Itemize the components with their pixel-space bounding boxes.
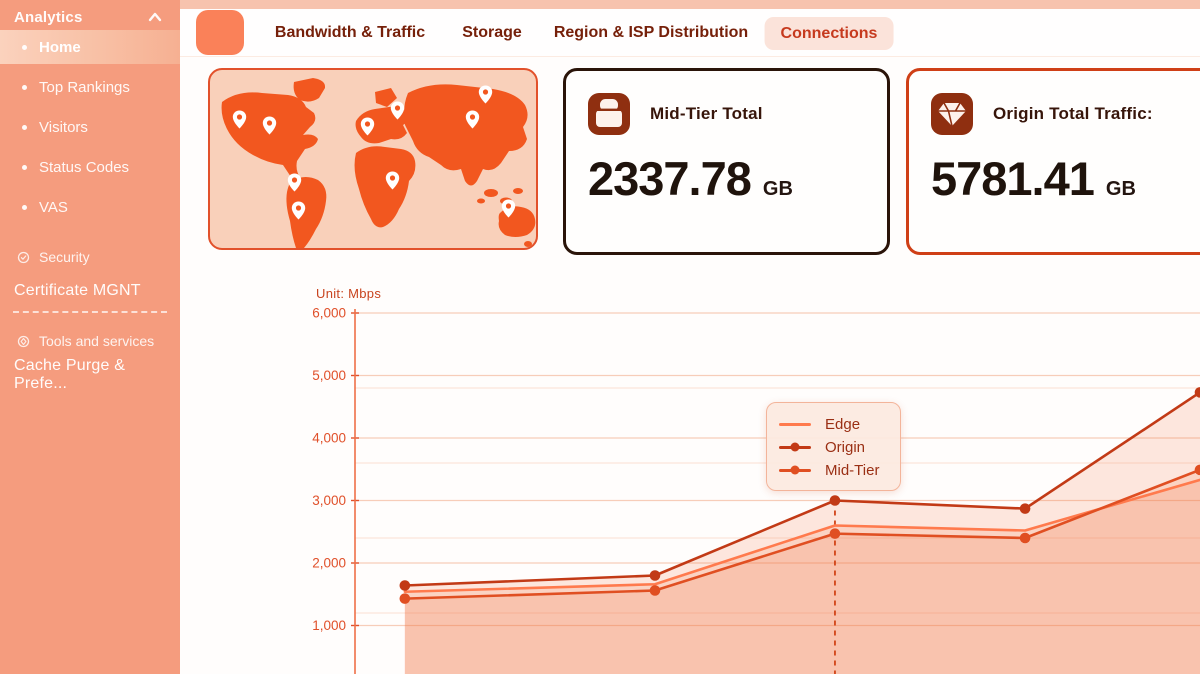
- origin-gem-icon: [931, 93, 973, 135]
- mid-tier-total-card: Mid-Tier Total 2337.78 GB: [563, 68, 890, 255]
- legend-line-sample: [779, 465, 811, 475]
- location-pin-icon: [232, 110, 247, 129]
- y-tick-label: 2,000: [312, 556, 346, 571]
- top-tab-bar: Bandwidth & Traffic Storage Region & ISP D…: [180, 9, 1200, 57]
- bullet-icon: [22, 44, 27, 50]
- mid-tier-value: 2337.78: [588, 152, 752, 205]
- tab-bandwidth-traffic[interactable]: Bandwidth & Traffic: [274, 24, 426, 41]
- series-line-edge: [403, 478, 1200, 594]
- sidebar-item-label: Status Codes: [39, 158, 130, 176]
- main-area: Bandwidth & Traffic Storage Region & ISP D…: [180, 0, 1200, 674]
- security-label: Security: [39, 249, 90, 265]
- y-tick-label: 3,000: [312, 493, 346, 508]
- mid-tier-unit: GB: [762, 178, 793, 200]
- sidebar-section-analytics[interactable]: Analytics: [0, 0, 180, 28]
- origin-card-label: Origin Total Traffic:: [993, 104, 1153, 123]
- sidebar-item-vas[interactable]: VAS: [0, 187, 180, 227]
- legend-line-sample: [779, 422, 811, 426]
- chart-unit-label: Unit: Mbps: [316, 286, 382, 301]
- legend-dot: [790, 465, 800, 475]
- origin-value: 5781.41: [931, 152, 1095, 205]
- location-pin-icon: [360, 117, 375, 136]
- chart-legend-tooltip: Edge Origin Mid-Tier: [766, 402, 901, 491]
- tools-icon: [17, 335, 30, 347]
- bullet-icon: [22, 84, 27, 90]
- traffic-line-chart: 1,000 2,000 3,000 4,000 5,000 6,000: [312, 306, 1200, 674]
- cache-purge-label: Cache Purge & Prefe...: [14, 357, 126, 392]
- sidebar-item-visitors[interactable]: Visitors: [0, 107, 180, 147]
- legend-row-edge: Edge: [779, 413, 888, 435]
- y-tick-label: 6,000: [312, 306, 346, 321]
- sidebar: Analytics Home Top Rankings Visitors Status…: [0, 0, 180, 674]
- certificate-mgnt-label: Certificate MGNT: [14, 282, 141, 299]
- tools-services-label: Tools and services: [39, 333, 155, 349]
- location-pin-icon: [478, 85, 493, 104]
- sidebar-item-home[interactable]: Home: [0, 30, 180, 64]
- tab-storage[interactable]: Storage: [462, 24, 522, 41]
- sidebar-item-label: Visitors: [39, 118, 88, 136]
- sidebar-item-tools-services[interactable]: Tools and services: [0, 333, 180, 349]
- location-pin-icon: [262, 116, 277, 135]
- origin-total-traffic-card: Origin Total Traffic: 5781.41 GB: [906, 68, 1200, 255]
- bullet-icon: [22, 164, 27, 170]
- sidebar-item-security[interactable]: Security: [0, 249, 180, 265]
- location-pin-icon: [465, 110, 480, 129]
- y-tick-label: 5,000: [312, 368, 346, 383]
- mid-tier-box-icon: [588, 93, 630, 135]
- legend-series-name: Mid-Tier: [825, 461, 880, 479]
- chevron-up-icon[interactable]: [146, 10, 164, 24]
- legend-row-origin: Origin: [779, 436, 888, 458]
- sidebar-item-cache-purge[interactable]: Cache Purge & Prefe...: [0, 357, 180, 392]
- tab-connections[interactable]: Connections: [764, 17, 894, 50]
- sidebar-divider: [13, 311, 167, 313]
- top-accent-strip: [180, 0, 1200, 9]
- sidebar-item-label: VAS: [39, 198, 68, 216]
- bullet-icon: [22, 204, 27, 210]
- location-pin-icon: [287, 173, 302, 192]
- location-pin-icon: [291, 201, 306, 220]
- legend-row-mid-tier: Mid-Tier: [779, 459, 888, 481]
- sidebar-item-top-rankings[interactable]: Top Rankings: [0, 67, 180, 107]
- legend-dot: [790, 442, 800, 452]
- location-pin-icon: [390, 101, 405, 120]
- sidebar-item-label: Top Rankings: [39, 78, 130, 96]
- y-tick-label: 1,000: [312, 618, 346, 633]
- y-tick-label: 4,000: [312, 431, 346, 446]
- app-logo: [196, 10, 244, 55]
- analytics-section-label: Analytics: [14, 8, 83, 26]
- sidebar-item-list: Home Top Rankings Visitors Status Codes VAS: [0, 30, 180, 227]
- location-pin-icon: [385, 171, 400, 190]
- bullet-icon: [22, 124, 27, 130]
- world-map-card: [208, 68, 538, 250]
- legend-series-name: Edge: [825, 415, 861, 433]
- origin-unit: GB: [1105, 178, 1136, 200]
- legend-series-name: Origin: [825, 438, 866, 456]
- location-pin-icon: [501, 199, 516, 218]
- sidebar-item-status-codes[interactable]: Status Codes: [0, 147, 180, 187]
- sidebar-item-certificate-mgnt[interactable]: Certificate MGNT: [0, 281, 180, 301]
- security-icon: [17, 251, 30, 263]
- tab-region-isp-distribution[interactable]: Region & ISP Distribution: [553, 24, 749, 41]
- legend-line-sample: [779, 442, 811, 452]
- mid-tier-card-label: Mid-Tier Total: [650, 104, 763, 123]
- sidebar-item-label: Home: [39, 38, 81, 56]
